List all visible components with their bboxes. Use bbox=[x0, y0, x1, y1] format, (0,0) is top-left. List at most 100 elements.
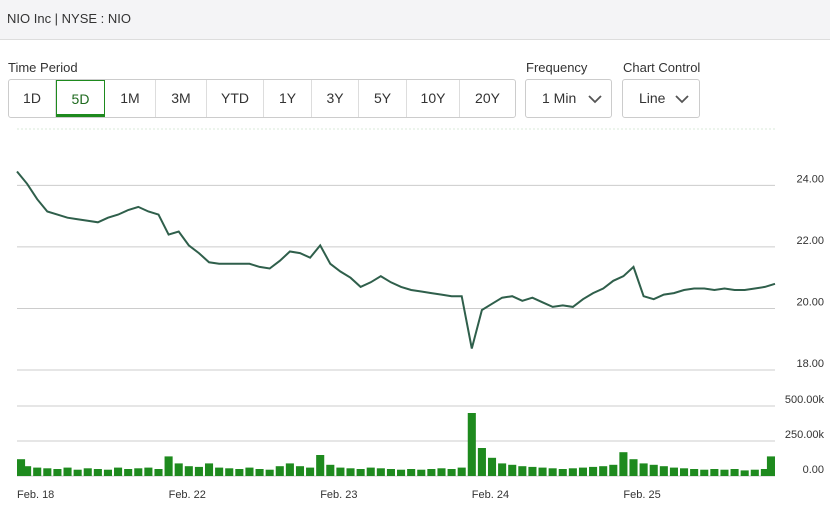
volume-bar bbox=[467, 413, 476, 476]
price-line bbox=[16, 170, 776, 349]
volume-bar bbox=[225, 468, 234, 476]
volume-bar bbox=[306, 467, 315, 476]
volume-bar bbox=[316, 455, 325, 476]
volume-bar bbox=[558, 469, 567, 476]
volume-bar bbox=[275, 466, 284, 476]
volume-bar bbox=[265, 469, 274, 476]
y-tick-label: 20.00 bbox=[796, 296, 824, 308]
volume-bar bbox=[639, 463, 648, 476]
volume-bar bbox=[578, 467, 588, 476]
volume-bar bbox=[528, 466, 537, 476]
time-period-button[interactable]: 1Y bbox=[264, 80, 312, 117]
volume-bar bbox=[548, 468, 557, 476]
volume-bar bbox=[174, 463, 183, 476]
y-tick-label: 18.00 bbox=[796, 358, 824, 370]
volume-bar bbox=[487, 457, 497, 476]
time-period-button[interactable]: YTD bbox=[207, 80, 264, 117]
volume-bar bbox=[457, 467, 466, 476]
volume-bar bbox=[508, 464, 517, 476]
volume-bar bbox=[295, 466, 305, 476]
volume-bar bbox=[700, 469, 709, 476]
volume-bar bbox=[760, 469, 769, 476]
y-tick-label: 500.00k bbox=[785, 394, 825, 406]
volume-bar bbox=[285, 463, 294, 476]
time-period-button[interactable]: 20Y bbox=[475, 90, 500, 106]
time-period-button[interactable]: 3Y bbox=[312, 80, 359, 117]
volume-bar bbox=[326, 464, 335, 476]
volume-bar bbox=[669, 467, 678, 476]
time-period-label: Time Period bbox=[8, 60, 78, 75]
volume-bar bbox=[103, 469, 113, 476]
volume-bar bbox=[659, 466, 668, 476]
volume-bar bbox=[164, 456, 173, 476]
volume-bar bbox=[63, 467, 72, 476]
volume-bar bbox=[710, 469, 719, 476]
volume-bar bbox=[144, 467, 153, 476]
volume-bar bbox=[766, 456, 775, 476]
volume-bar bbox=[690, 469, 699, 476]
volume-bar bbox=[720, 469, 729, 476]
volume-bar bbox=[437, 468, 446, 476]
volume-bar bbox=[498, 463, 507, 476]
x-tick-label: Feb. 24 bbox=[472, 489, 509, 501]
volume-bar bbox=[17, 459, 26, 476]
frequency-value: 1 Min bbox=[542, 90, 577, 106]
time-period-button[interactable]: 10Y bbox=[407, 80, 460, 117]
volume-bar bbox=[336, 467, 345, 476]
volume-bar bbox=[750, 469, 759, 476]
time-period-button[interactable]: 3M bbox=[156, 80, 207, 117]
volume-bar bbox=[477, 448, 486, 476]
volume-bar bbox=[134, 468, 143, 476]
volume-bar bbox=[255, 469, 264, 476]
y-tick-label: 0.00 bbox=[803, 464, 824, 476]
volume-bar bbox=[679, 468, 689, 476]
volume-bar bbox=[53, 469, 62, 476]
y-tick-label: 22.00 bbox=[796, 235, 824, 247]
volume-bar bbox=[73, 469, 82, 476]
volume-bar bbox=[649, 464, 658, 476]
volume-bar bbox=[124, 469, 133, 476]
time-period-button[interactable]: 5Y bbox=[359, 80, 407, 117]
x-tick-label: Feb. 22 bbox=[169, 489, 206, 501]
header-title: NIO Inc | NYSE : NIO bbox=[0, 0, 830, 40]
volume-bar bbox=[235, 469, 244, 476]
volume-bar bbox=[386, 469, 395, 476]
volume-bar bbox=[447, 469, 456, 476]
volume-bar bbox=[619, 452, 628, 476]
x-tick-label: Feb. 23 bbox=[320, 489, 357, 501]
time-period-button[interactable]: 1D bbox=[9, 80, 56, 117]
time-period-button[interactable]: 5D bbox=[56, 80, 105, 117]
volume-bar bbox=[215, 467, 224, 476]
volume-bar bbox=[740, 470, 749, 476]
volume-bar bbox=[629, 459, 638, 476]
volume-bar bbox=[23, 466, 32, 476]
volume-bar bbox=[568, 468, 577, 476]
y-tick-label: 24.00 bbox=[796, 173, 824, 185]
volume-bar bbox=[83, 468, 92, 476]
volume-bar bbox=[154, 469, 163, 476]
volume-bar bbox=[366, 467, 375, 476]
volume-bar bbox=[194, 466, 203, 476]
volume-bar bbox=[538, 467, 547, 476]
frequency-dropdown[interactable]: 1 Min bbox=[525, 79, 612, 118]
x-tick-label: Feb. 18 bbox=[17, 489, 54, 501]
time-period-buttons: 1D 5D 1M 3M YTD 1Y 3Y 5Y 10Y 20Y bbox=[8, 79, 516, 118]
volume-bar bbox=[417, 469, 426, 476]
chart-control-dropdown[interactable]: Line bbox=[622, 79, 700, 118]
chevron bbox=[675, 95, 689, 104]
volume-bar bbox=[427, 469, 436, 476]
time-period-button[interactable]: 1M bbox=[105, 80, 156, 117]
chevron bbox=[588, 95, 602, 104]
volume-bar bbox=[518, 466, 527, 476]
volume-bar bbox=[356, 469, 365, 476]
volume-bar bbox=[397, 469, 406, 476]
volume-bar bbox=[589, 466, 598, 476]
volume-bar bbox=[599, 466, 608, 476]
chart-control-label: Chart Control bbox=[623, 60, 701, 75]
frequency-label: Frequency bbox=[526, 60, 588, 75]
volume-bar bbox=[245, 467, 254, 476]
volume-bar bbox=[730, 469, 739, 476]
x-tick-label: Feb. 25 bbox=[623, 489, 660, 501]
